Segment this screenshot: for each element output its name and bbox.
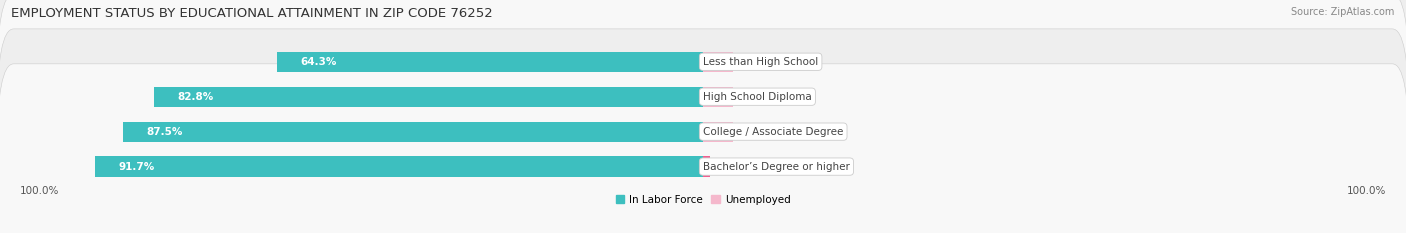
Text: Source: ZipAtlas.com: Source: ZipAtlas.com [1291, 7, 1395, 17]
Text: 82.8%: 82.8% [177, 92, 214, 102]
Bar [155, 87, 703, 107]
Bar [124, 122, 703, 142]
FancyBboxPatch shape [0, 0, 1406, 164]
Text: College / Associate Degree: College / Associate Degree [703, 127, 844, 137]
Text: 100.0%: 100.0% [1347, 186, 1386, 196]
FancyBboxPatch shape [0, 0, 1406, 199]
Text: Bachelor’s Degree or higher: Bachelor’s Degree or higher [703, 162, 849, 171]
Text: 100.0%: 100.0% [20, 186, 59, 196]
FancyBboxPatch shape [0, 29, 1406, 233]
Bar [96, 157, 703, 177]
Bar [277, 52, 703, 72]
Text: 91.7%: 91.7% [118, 162, 155, 171]
Bar [703, 87, 733, 107]
Text: 64.3%: 64.3% [299, 57, 336, 67]
Text: High School Diploma: High School Diploma [703, 92, 811, 102]
Text: Less than High School: Less than High School [703, 57, 818, 67]
Text: 0.0%: 0.0% [742, 127, 769, 137]
FancyBboxPatch shape [0, 64, 1406, 233]
Bar [703, 52, 733, 72]
Text: 0.0%: 0.0% [742, 57, 769, 67]
Bar [703, 157, 710, 177]
Text: EMPLOYMENT STATUS BY EDUCATIONAL ATTAINMENT IN ZIP CODE 76252: EMPLOYMENT STATUS BY EDUCATIONAL ATTAINM… [11, 7, 494, 20]
Legend: In Labor Force, Unemployed: In Labor Force, Unemployed [612, 191, 794, 209]
Text: 1.1%: 1.1% [720, 162, 747, 171]
Text: 0.0%: 0.0% [742, 92, 769, 102]
Bar [703, 122, 733, 142]
Text: 87.5%: 87.5% [146, 127, 183, 137]
